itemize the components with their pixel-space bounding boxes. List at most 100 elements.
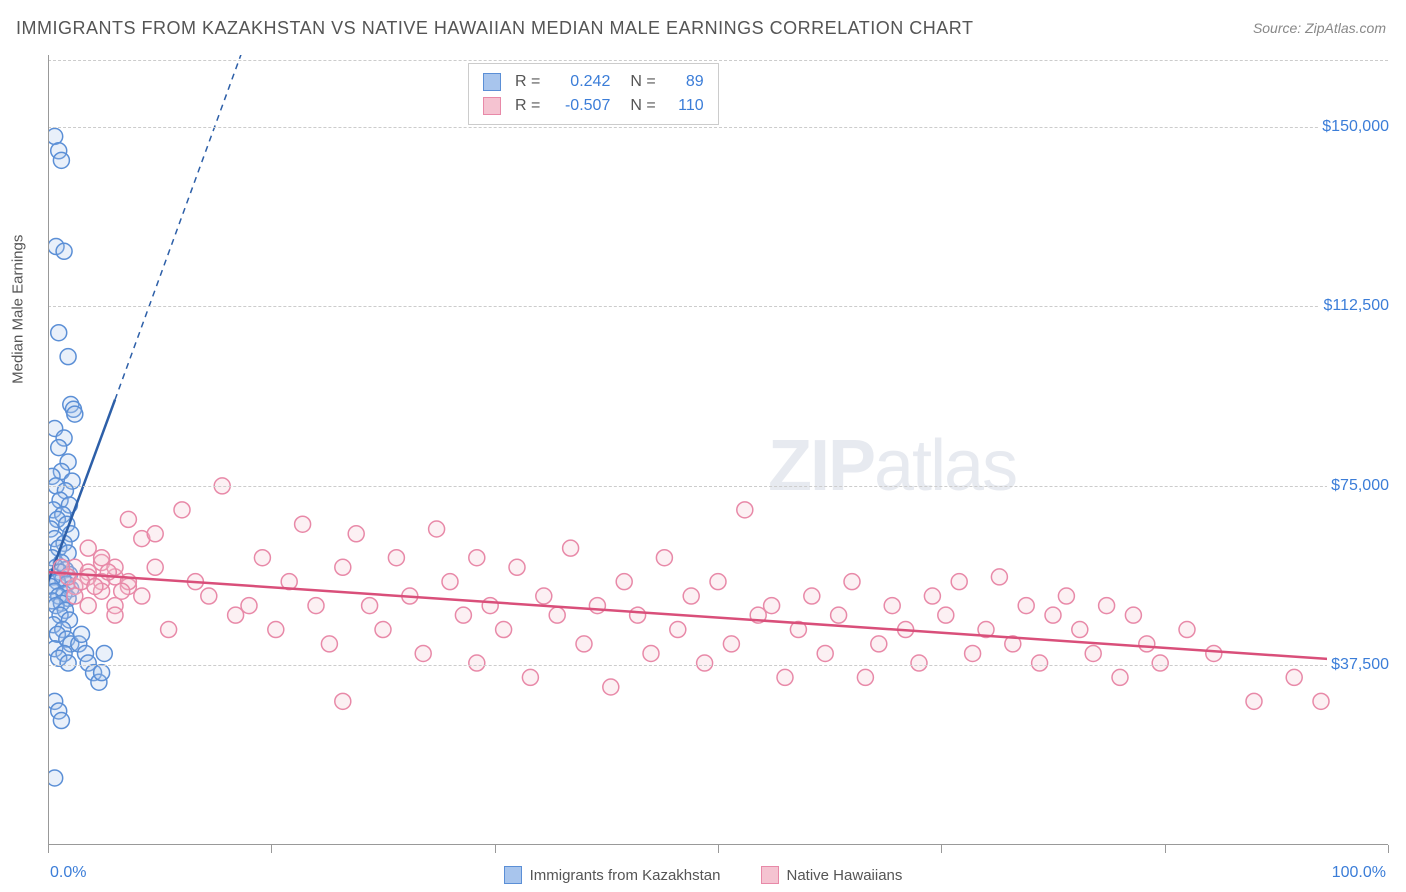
data-point xyxy=(415,645,431,661)
data-point xyxy=(1125,607,1141,623)
data-point xyxy=(844,574,860,590)
legend-n-value: 110 xyxy=(670,97,704,115)
data-point xyxy=(777,669,793,685)
x-tick xyxy=(941,845,942,853)
data-point xyxy=(241,598,257,614)
legend-swatch xyxy=(761,866,779,884)
trend-line-extrapolated xyxy=(115,55,276,400)
data-point xyxy=(335,559,351,575)
gridline xyxy=(48,306,1388,307)
data-point xyxy=(48,770,63,786)
legend-swatch xyxy=(483,73,501,91)
x-tick xyxy=(718,845,719,853)
data-point xyxy=(67,406,83,422)
legend-r-label: R = xyxy=(515,97,540,115)
legend-row: R = 0.242 N = 89 xyxy=(483,70,704,94)
chart-title: IMMIGRANTS FROM KAZAKHSTAN VS NATIVE HAW… xyxy=(16,18,973,39)
source-attribution: Source: ZipAtlas.com xyxy=(1253,20,1386,36)
data-point xyxy=(871,636,887,652)
data-point xyxy=(1286,669,1302,685)
data-point xyxy=(630,607,646,623)
data-point xyxy=(710,574,726,590)
data-point xyxy=(469,655,485,671)
data-point xyxy=(1032,655,1048,671)
data-point xyxy=(536,588,552,604)
data-point xyxy=(965,645,981,661)
x-tick xyxy=(1165,845,1166,853)
data-point xyxy=(831,607,847,623)
data-point xyxy=(1018,598,1034,614)
x-tick xyxy=(271,845,272,853)
data-point xyxy=(295,516,311,532)
data-point xyxy=(51,440,67,456)
data-point xyxy=(723,636,739,652)
data-point xyxy=(670,622,686,638)
legend-swatch xyxy=(504,866,522,884)
data-point xyxy=(388,550,404,566)
chart-container: Median Male Earnings ZIPatlas R =0.242N … xyxy=(48,55,1388,845)
data-point xyxy=(469,550,485,566)
data-point xyxy=(549,607,565,623)
data-point xyxy=(442,574,458,590)
data-point xyxy=(114,583,130,599)
data-point xyxy=(589,598,605,614)
data-point xyxy=(1072,622,1088,638)
gridline xyxy=(48,486,1388,487)
data-point xyxy=(804,588,820,604)
data-point xyxy=(60,655,76,671)
data-point xyxy=(147,559,163,575)
data-point xyxy=(991,569,1007,585)
legend-label: Immigrants from Kazakhstan xyxy=(530,867,721,884)
data-point xyxy=(1112,669,1128,685)
data-point xyxy=(951,574,967,590)
data-point xyxy=(817,645,833,661)
data-point xyxy=(335,693,351,709)
y-axis xyxy=(48,55,49,845)
data-point xyxy=(482,598,498,614)
y-tick-label: $150,000 xyxy=(1318,118,1393,136)
x-tick xyxy=(1388,845,1389,853)
legend-n-label: N = xyxy=(630,73,655,91)
data-point xyxy=(94,550,110,566)
data-point xyxy=(362,598,378,614)
data-point xyxy=(938,607,954,623)
legend-item: Native Hawaiians xyxy=(761,866,903,884)
legend-item: Immigrants from Kazakhstan xyxy=(504,866,721,884)
legend-n-value: 89 xyxy=(670,73,704,91)
y-tick-label: $75,000 xyxy=(1327,477,1393,495)
data-point xyxy=(228,607,244,623)
legend-r-value: 0.242 xyxy=(554,73,610,91)
data-point xyxy=(509,559,525,575)
data-point xyxy=(74,626,90,642)
data-point xyxy=(911,655,927,671)
data-point xyxy=(51,325,67,341)
gridline xyxy=(48,127,1388,128)
data-point xyxy=(1139,636,1155,652)
data-point xyxy=(563,540,579,556)
data-point xyxy=(147,526,163,542)
data-point xyxy=(67,588,83,604)
data-point xyxy=(1045,607,1061,623)
data-point xyxy=(1206,645,1222,661)
data-point xyxy=(80,598,96,614)
data-point xyxy=(455,607,471,623)
y-tick-label: $112,500 xyxy=(1319,297,1393,315)
data-point xyxy=(616,574,632,590)
data-point xyxy=(857,669,873,685)
legend-n-label: N = xyxy=(630,97,655,115)
data-point xyxy=(1058,588,1074,604)
gridline xyxy=(48,60,1388,61)
data-point xyxy=(268,622,284,638)
series-legend: Immigrants from Kazakhstan Native Hawaiia… xyxy=(0,866,1406,884)
data-point xyxy=(375,622,391,638)
data-point xyxy=(429,521,445,537)
data-point xyxy=(254,550,270,566)
gridline xyxy=(48,665,1388,666)
legend-row: R =-0.507N =110 xyxy=(483,94,704,118)
data-point xyxy=(48,128,63,144)
legend-swatch xyxy=(483,97,501,115)
data-point xyxy=(1099,598,1115,614)
data-point xyxy=(53,713,69,729)
legend-r-label: R = xyxy=(515,73,540,91)
y-tick-label: $37,500 xyxy=(1327,656,1393,674)
